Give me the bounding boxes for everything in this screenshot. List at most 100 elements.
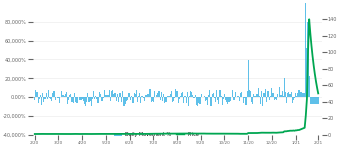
Bar xyxy=(198,97,199,103)
Bar xyxy=(176,91,177,97)
Bar xyxy=(210,97,211,106)
Bar xyxy=(140,97,141,103)
Bar xyxy=(96,97,98,99)
Bar xyxy=(50,97,51,99)
Bar xyxy=(136,90,137,97)
Bar xyxy=(34,97,35,100)
Bar xyxy=(52,93,53,97)
Bar xyxy=(317,97,318,104)
Bar xyxy=(81,97,82,100)
Bar xyxy=(318,97,319,104)
Bar xyxy=(42,93,43,97)
Bar xyxy=(186,97,187,103)
Bar xyxy=(71,97,73,102)
Bar xyxy=(227,97,228,104)
Bar xyxy=(269,97,270,100)
Bar xyxy=(175,89,176,97)
Bar xyxy=(152,97,153,102)
Bar xyxy=(239,97,240,100)
Bar xyxy=(157,93,158,97)
Bar xyxy=(282,91,283,97)
Bar xyxy=(122,91,123,97)
Bar xyxy=(184,96,186,97)
Bar xyxy=(38,97,39,103)
Bar xyxy=(83,97,84,101)
Bar xyxy=(278,97,279,98)
Bar xyxy=(268,91,269,97)
Bar xyxy=(41,97,42,104)
Bar xyxy=(35,90,36,97)
Bar xyxy=(297,93,299,97)
Bar xyxy=(225,97,226,100)
Bar xyxy=(231,97,232,98)
Bar xyxy=(219,90,221,97)
Bar xyxy=(142,97,144,98)
Bar xyxy=(93,91,94,97)
Bar xyxy=(253,94,254,97)
Bar xyxy=(261,91,262,97)
Bar xyxy=(51,97,52,101)
Bar xyxy=(119,93,120,97)
Bar xyxy=(224,94,225,97)
Bar xyxy=(154,91,155,97)
Bar xyxy=(106,95,108,97)
Bar xyxy=(200,97,201,104)
Legend: Daily Movement %, Price: Daily Movement %, Price xyxy=(112,130,201,139)
Bar xyxy=(77,97,78,103)
Bar xyxy=(217,97,218,100)
Bar xyxy=(116,97,117,100)
Bar xyxy=(48,90,49,97)
Bar xyxy=(208,95,209,97)
Bar xyxy=(205,97,206,101)
Bar xyxy=(235,92,236,97)
Bar xyxy=(194,95,196,97)
Bar xyxy=(67,97,68,103)
Bar xyxy=(276,97,277,100)
Bar xyxy=(139,93,140,97)
Bar xyxy=(214,97,215,98)
Bar xyxy=(216,90,217,97)
Bar xyxy=(49,97,50,98)
Bar xyxy=(267,91,268,97)
Bar xyxy=(204,96,205,97)
Bar xyxy=(258,88,259,97)
Bar xyxy=(43,97,45,102)
Bar xyxy=(76,97,77,103)
Bar xyxy=(102,97,103,101)
Bar xyxy=(291,92,292,97)
Bar xyxy=(279,87,280,97)
Bar xyxy=(172,97,173,102)
Bar xyxy=(181,93,182,97)
Bar xyxy=(316,97,317,104)
Bar xyxy=(246,91,248,97)
Bar xyxy=(79,97,81,100)
Bar xyxy=(112,90,113,97)
Bar xyxy=(271,88,272,97)
Bar xyxy=(249,90,250,97)
Bar xyxy=(244,97,245,98)
Bar xyxy=(82,97,83,99)
Bar xyxy=(182,92,183,97)
Bar xyxy=(146,95,147,97)
Bar xyxy=(87,93,88,97)
Bar xyxy=(305,3,306,97)
Bar xyxy=(85,97,86,106)
Bar xyxy=(89,97,91,101)
Bar xyxy=(144,97,145,101)
Bar xyxy=(189,96,190,97)
Bar xyxy=(275,97,276,99)
Bar xyxy=(287,93,288,97)
Bar xyxy=(243,97,244,103)
Bar xyxy=(165,97,166,102)
Bar xyxy=(94,97,95,99)
Bar xyxy=(98,97,99,103)
Bar xyxy=(197,97,198,106)
Bar xyxy=(46,92,47,97)
Bar xyxy=(209,90,210,97)
Bar xyxy=(129,93,130,97)
Bar xyxy=(70,94,71,97)
Bar xyxy=(121,97,122,102)
Bar xyxy=(114,93,116,97)
Bar xyxy=(173,97,174,101)
Bar xyxy=(131,96,133,97)
